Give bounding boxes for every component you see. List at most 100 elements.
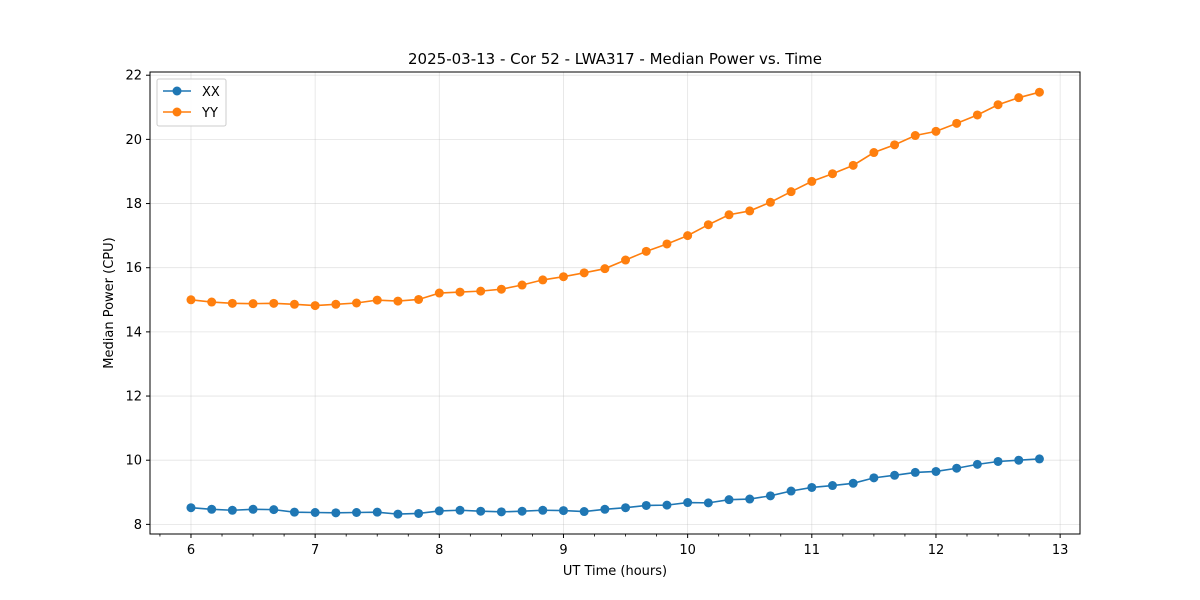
data-point-yy bbox=[248, 299, 258, 309]
x-tick-label: 6 bbox=[187, 543, 195, 558]
data-point-yy bbox=[310, 301, 320, 311]
data-point-yy bbox=[786, 187, 796, 197]
legend-label-xx: XX bbox=[202, 85, 220, 100]
data-point-yy bbox=[372, 295, 382, 305]
data-point-xx bbox=[786, 486, 796, 496]
data-point-yy bbox=[393, 296, 403, 306]
y-axis-label: Median Power (CPU) bbox=[102, 237, 117, 368]
data-point-yy bbox=[765, 197, 775, 207]
data-point-yy bbox=[496, 284, 506, 294]
data-point-xx bbox=[434, 506, 444, 516]
data-point-yy bbox=[662, 239, 672, 249]
data-point-xx bbox=[393, 509, 403, 519]
data-point-yy bbox=[890, 140, 900, 150]
y-tick-label: 20 bbox=[125, 133, 142, 148]
y-tick-label: 10 bbox=[125, 454, 142, 469]
data-point-xx bbox=[848, 478, 858, 488]
data-point-xx bbox=[662, 500, 672, 510]
data-point-yy bbox=[952, 118, 962, 128]
x-tick-label: 8 bbox=[435, 543, 443, 558]
data-point-xx bbox=[1014, 455, 1024, 465]
legend: XX YY bbox=[156, 78, 227, 127]
data-point-yy bbox=[848, 160, 858, 170]
data-point-xx bbox=[993, 456, 1003, 466]
data-point-yy bbox=[352, 298, 362, 308]
data-point-yy bbox=[600, 264, 610, 274]
x-tick-label: 12 bbox=[928, 543, 945, 558]
data-point-xx bbox=[952, 463, 962, 473]
data-point-xx bbox=[331, 508, 341, 518]
y-tick-label: 14 bbox=[125, 325, 142, 340]
data-point-xx bbox=[248, 504, 258, 514]
data-point-yy bbox=[641, 246, 651, 256]
data-point-yy bbox=[993, 100, 1003, 110]
data-point-xx bbox=[600, 504, 610, 514]
data-point-xx bbox=[558, 506, 568, 516]
data-point-yy bbox=[289, 299, 299, 309]
data-point-yy bbox=[931, 126, 941, 136]
data-point-yy bbox=[186, 295, 196, 305]
x-tick-label: 9 bbox=[559, 543, 567, 558]
data-point-yy bbox=[683, 231, 693, 241]
data-point-yy bbox=[558, 272, 568, 282]
x-axis-label: UT Time (hours) bbox=[563, 564, 667, 579]
data-point-xx bbox=[227, 505, 237, 515]
data-point-xx bbox=[186, 503, 196, 513]
data-point-xx bbox=[517, 506, 527, 516]
data-point-xx bbox=[579, 507, 589, 517]
axes: 6 7 8 9 10 11 12 13 8 10 12 14 16 18 20 22 bbox=[125, 69, 1068, 558]
plot-series bbox=[186, 87, 1044, 519]
data-point-xx bbox=[807, 482, 817, 492]
data-point-xx bbox=[455, 505, 465, 515]
data-point-yy bbox=[414, 294, 424, 304]
x-tick-label: 11 bbox=[804, 543, 821, 558]
grid-lines bbox=[150, 72, 1080, 534]
data-point-xx bbox=[496, 507, 506, 517]
data-point-xx bbox=[538, 505, 548, 515]
data-point-xx bbox=[414, 508, 424, 518]
data-point-xx bbox=[869, 473, 879, 483]
data-point-yy bbox=[703, 220, 713, 230]
data-point-xx bbox=[931, 466, 941, 476]
legend-marker-xx bbox=[172, 86, 182, 96]
data-point-yy bbox=[1014, 93, 1024, 103]
y-tick-label: 18 bbox=[125, 197, 142, 212]
data-point-yy bbox=[476, 286, 486, 296]
legend-marker-yy bbox=[172, 107, 182, 117]
data-point-yy bbox=[227, 298, 237, 308]
y-tick-label: 22 bbox=[125, 69, 142, 84]
data-point-xx bbox=[745, 494, 755, 504]
data-point-yy bbox=[579, 268, 589, 278]
chart-title: 2025-03-13 - Cor 52 - LWA317 - Median Po… bbox=[408, 50, 822, 68]
data-point-yy bbox=[869, 148, 879, 158]
data-point-xx bbox=[621, 503, 631, 513]
data-point-yy bbox=[207, 297, 217, 307]
y-tick-label: 8 bbox=[134, 518, 142, 533]
data-point-yy bbox=[455, 287, 465, 297]
x-tick-label: 10 bbox=[679, 543, 696, 558]
data-point-xx bbox=[372, 507, 382, 517]
data-point-xx bbox=[972, 459, 982, 469]
data-point-xx bbox=[703, 498, 713, 508]
data-point-yy bbox=[621, 255, 631, 265]
data-point-xx bbox=[289, 507, 299, 517]
data-point-xx bbox=[683, 498, 693, 508]
data-point-yy bbox=[807, 176, 817, 186]
x-tick-label: 13 bbox=[1052, 543, 1069, 558]
y-tick-label: 16 bbox=[125, 261, 142, 276]
data-point-yy bbox=[745, 206, 755, 216]
data-point-yy bbox=[972, 110, 982, 120]
data-point-xx bbox=[207, 504, 217, 514]
plot-area-frame bbox=[149, 71, 1081, 535]
data-point-xx bbox=[310, 508, 320, 517]
data-point-yy bbox=[331, 299, 341, 309]
data-point-yy bbox=[1034, 87, 1044, 97]
data-point-xx bbox=[890, 470, 900, 480]
data-point-yy bbox=[269, 298, 279, 308]
data-point-yy bbox=[517, 280, 527, 290]
x-tick-label: 7 bbox=[311, 543, 319, 558]
data-point-yy bbox=[538, 275, 548, 285]
data-point-yy bbox=[910, 131, 920, 141]
data-point-xx bbox=[910, 467, 920, 477]
